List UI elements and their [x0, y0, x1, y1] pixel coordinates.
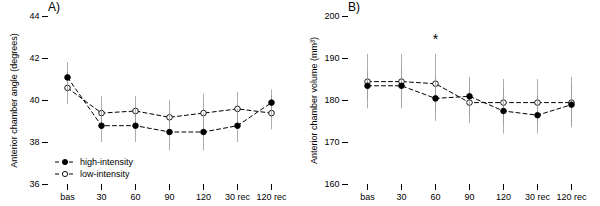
svg-text:90: 90: [464, 192, 474, 202]
svg-text:200: 200: [324, 11, 339, 21]
svg-text:170: 170: [324, 137, 339, 147]
svg-text:Anterior chamber volume (mm³): Anterior chamber volume (mm³): [309, 37, 319, 164]
svg-text:60: 60: [430, 192, 440, 202]
svg-text:90: 90: [164, 192, 174, 202]
svg-text:bas: bas: [60, 192, 75, 202]
svg-text:180: 180: [324, 95, 339, 105]
svg-text:60: 60: [130, 192, 140, 202]
svg-text:44: 44: [29, 11, 39, 21]
html-text:B): B): [348, 0, 360, 14]
svg-text:30: 30: [396, 192, 406, 202]
svg-text:190: 190: [324, 53, 339, 63]
svg-text:30: 30: [96, 192, 106, 202]
svg-text:bas: bas: [360, 192, 375, 202]
svg-text:36: 36: [29, 179, 39, 189]
svg-text:42: 42: [29, 53, 39, 63]
html-text:low-intensity: low-intensity: [80, 169, 130, 179]
html-text:high-intensity: high-intensity: [80, 157, 133, 167]
html-text:A): A): [48, 0, 60, 14]
svg-text:Anterior chamber angle (degree: Anterior chamber angle (degrees): [9, 33, 19, 168]
svg-text:120: 120: [196, 192, 211, 202]
svg-text:120 rec: 120 rec: [256, 192, 287, 202]
svg-text:160: 160: [324, 179, 339, 189]
svg-text:30 rec: 30 rec: [225, 192, 251, 202]
svg-text:38: 38: [29, 137, 39, 147]
svg-text:*: *: [433, 31, 439, 47]
svg-text:120: 120: [496, 192, 511, 202]
svg-text:120 rec: 120 rec: [556, 192, 587, 202]
svg-text:30 rec: 30 rec: [525, 192, 551, 202]
svg-text:40: 40: [29, 95, 39, 105]
